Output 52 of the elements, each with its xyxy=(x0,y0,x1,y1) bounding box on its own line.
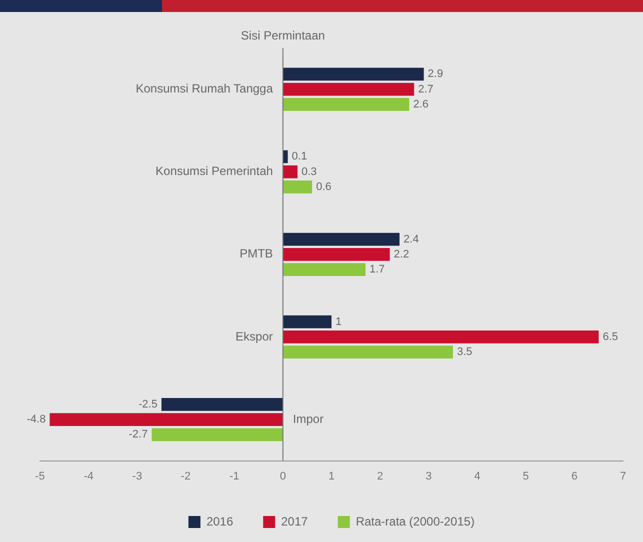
data-label: 1 xyxy=(336,316,342,328)
data-label: -2.7 xyxy=(128,428,148,441)
bar xyxy=(161,398,283,411)
x-tick-label: -4 xyxy=(84,470,94,482)
bar xyxy=(282,263,366,276)
y-tick-label: Konsumsi Pemerintah xyxy=(156,164,273,178)
y-tick-label: Konsumsi Rumah Tangga xyxy=(136,82,274,96)
bar xyxy=(282,82,414,96)
x-tick-label: -2 xyxy=(180,470,191,482)
data-label: 3.5 xyxy=(456,346,472,358)
bar xyxy=(282,150,288,164)
bar xyxy=(282,68,424,81)
x-tick-label: 0 xyxy=(280,470,286,482)
y-tick-label: PMTB xyxy=(240,246,273,261)
bar xyxy=(282,315,332,328)
data-label: 2.2 xyxy=(394,248,410,260)
legend-label: 2017 xyxy=(281,514,308,528)
data-label: 2.7 xyxy=(418,83,434,96)
x-tick-label: 7 xyxy=(620,470,626,482)
data-label: 0.6 xyxy=(316,181,332,194)
bar xyxy=(282,180,312,194)
bar xyxy=(282,346,453,359)
data-label: 0.3 xyxy=(301,166,317,178)
bar xyxy=(282,330,599,344)
data-label: 0.1 xyxy=(292,150,308,163)
bar xyxy=(152,428,283,442)
x-tick-label: 2 xyxy=(377,470,384,482)
bar xyxy=(282,98,410,111)
x-tick-label: -1 xyxy=(229,470,240,482)
x-tick-label: 4 xyxy=(474,470,480,482)
x-tick-label: 5 xyxy=(522,470,529,482)
data-label: 2.9 xyxy=(428,68,444,80)
bar xyxy=(50,413,283,426)
legend-label: Rata-rata (2000-2015) xyxy=(356,514,475,528)
bar xyxy=(282,165,298,178)
y-tick-label: Impor xyxy=(292,412,324,426)
x-tick-label: 1 xyxy=(328,470,335,482)
bar xyxy=(282,248,390,261)
data-label: 6.5 xyxy=(602,330,618,343)
data-label: 2.6 xyxy=(413,98,429,110)
data-label: 2.4 xyxy=(404,233,419,246)
data-label: -2.5 xyxy=(138,398,158,410)
x-tick-label: 3 xyxy=(426,470,432,482)
chart-title: Sisi Permintaan xyxy=(240,28,325,42)
x-tick-label: -3 xyxy=(132,470,142,482)
bar xyxy=(282,232,400,246)
data-label: -4.8 xyxy=(26,414,46,426)
x-tick-label: 6 xyxy=(571,470,578,482)
x-tick-label: -5 xyxy=(35,470,45,482)
legend-label: 2016 xyxy=(206,514,234,528)
y-tick-label: Ekspor xyxy=(236,329,273,344)
data-label: 1.7 xyxy=(370,264,385,276)
